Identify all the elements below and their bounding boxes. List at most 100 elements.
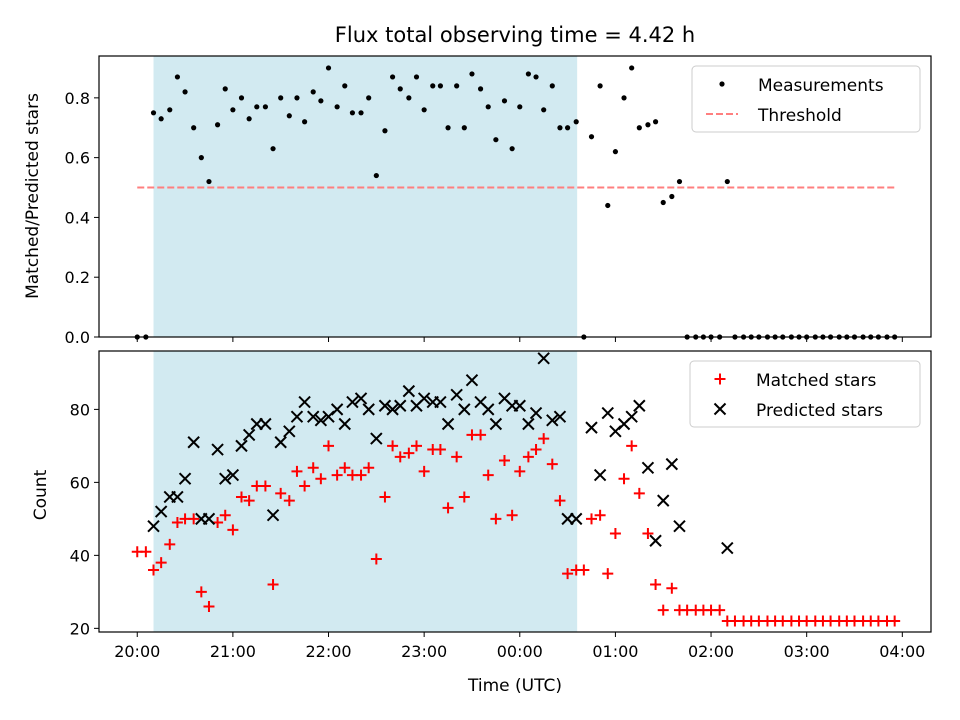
legend-label: Predicted stars (756, 401, 883, 421)
x-tick-label: 03:00 (784, 642, 830, 661)
y-tick-label: 0.8 (65, 89, 90, 108)
matched-star-point (394, 451, 406, 463)
predicted-star-point (402, 384, 416, 398)
measurement-point (461, 125, 467, 131)
matched-star-point (609, 527, 621, 539)
measurement-point (349, 110, 356, 116)
predicted-star-point (482, 403, 495, 416)
matched-star-point (195, 586, 207, 598)
legend-label: Threshold (757, 106, 842, 126)
chart-title: Flux total observing time = 4.42 h (335, 23, 695, 47)
measurement-point (629, 65, 635, 71)
matched-star-point (482, 469, 494, 481)
predicted-star-point (187, 436, 200, 449)
matched-star-point (140, 546, 152, 558)
matched-star-point (227, 524, 239, 536)
matched-star-point (323, 440, 335, 452)
predicted-star-point (290, 410, 304, 423)
measurement-point (342, 83, 348, 89)
predicted-star-point (450, 388, 463, 401)
predicted-star-point (665, 457, 679, 471)
matched-star-point (506, 509, 518, 521)
predicted-star-point (178, 472, 192, 485)
measurement-point (493, 137, 499, 143)
measurement-point (191, 125, 197, 131)
predicted-star-point (386, 403, 399, 416)
predicted-star-point (513, 399, 526, 412)
predicted-star-point (417, 392, 431, 405)
y-tick-label: 0.4 (65, 208, 90, 227)
measurement-point (430, 83, 436, 89)
matched-star-point (363, 462, 375, 474)
matched-star-point (586, 513, 598, 525)
measurement-point (517, 104, 523, 110)
measurement-point (198, 155, 204, 161)
legend-marker (713, 402, 727, 416)
matched-star-point (299, 480, 311, 492)
measurement-point (605, 202, 611, 209)
matched-star-point (403, 447, 415, 459)
plot-frame-top (98, 55, 932, 338)
predicted-star-point (154, 505, 168, 518)
matched-star-point (514, 465, 526, 477)
measurement-point (454, 83, 460, 89)
measurement-point (246, 116, 252, 122)
predicted-star-point (211, 443, 224, 456)
matched-star-point (283, 495, 295, 507)
measurement-point (373, 172, 379, 179)
matched-star-point (626, 440, 638, 452)
predicted-star-point (625, 410, 638, 423)
matched-star-point (243, 495, 255, 507)
predicted-star-point (458, 403, 471, 416)
legend-marker (714, 373, 726, 385)
x-axis-label: Time (UTC) (467, 676, 562, 696)
predicted-star-point (330, 403, 344, 416)
measurement-point (358, 110, 364, 116)
x-tick-label: 21:00 (210, 642, 256, 661)
matched-star-point (418, 465, 430, 477)
measurement-point (477, 86, 484, 92)
matched-star-point (188, 513, 200, 525)
legend-label: Measurements (758, 76, 884, 96)
predicted-star-point (307, 410, 320, 423)
measurement-point (262, 104, 268, 110)
matched-star-point (331, 469, 343, 481)
measurement-point (645, 122, 651, 128)
measurement-point (660, 199, 666, 206)
x-tick-label: 02:00 (688, 642, 734, 661)
y-tick-label: 40 (70, 546, 90, 565)
predicted-star-point (465, 373, 479, 387)
matched-star-point (578, 564, 590, 576)
predicted-star-point (721, 541, 734, 555)
matched-star-point (602, 568, 614, 580)
measurement-point (397, 86, 403, 92)
measurement-point (150, 110, 157, 116)
legend (691, 65, 921, 133)
ratio-panel: Flux total observing time = 4.42 h Match… (23, 23, 932, 347)
measurement-point (310, 89, 316, 95)
predicted-star-point (242, 428, 256, 442)
measurement-point (206, 178, 212, 185)
measurement-point (366, 95, 372, 101)
predicted-star-point (673, 519, 686, 533)
measurement-point (485, 104, 491, 110)
measurement-point (325, 65, 332, 71)
matched-star-point (267, 579, 279, 591)
measurement-point (158, 116, 164, 122)
x-tick-label: 22:00 (305, 642, 351, 661)
measurement-point (413, 74, 420, 80)
measurement-point (509, 146, 515, 152)
x-tick-label: 04:00 (879, 642, 925, 661)
measurement-point (445, 125, 451, 131)
matched-star-point (522, 451, 534, 463)
predicted-star-point (378, 399, 392, 412)
predicted-star-point (274, 436, 287, 449)
predicted-star-point (147, 519, 160, 533)
measurement-point (294, 95, 300, 101)
predicted-star-point (266, 509, 280, 522)
predicted-star-point (633, 399, 646, 412)
x-tick-label: 01:00 (592, 642, 638, 661)
measurement-point (230, 107, 236, 113)
matched-star-point (355, 469, 367, 481)
measurement-point (182, 89, 188, 95)
